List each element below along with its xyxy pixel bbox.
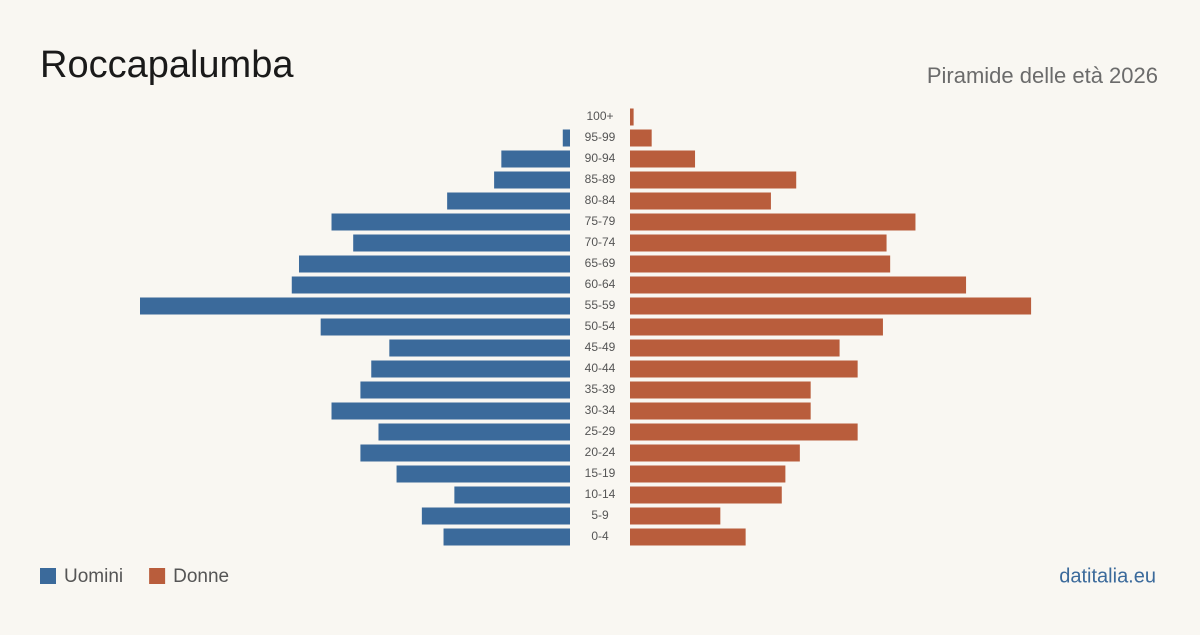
- male-bar: [378, 423, 570, 441]
- age-label: 95-99: [585, 130, 616, 144]
- age-label: 90-94: [585, 151, 616, 165]
- male-bar: [298, 255, 570, 273]
- female-bar: [630, 381, 811, 399]
- male-bar: [353, 234, 570, 252]
- age-label: 75-79: [585, 214, 616, 228]
- age-label: 70-74: [585, 235, 616, 249]
- female-bar: [630, 276, 967, 294]
- age-label: 80-84: [585, 193, 616, 207]
- male-bar: [454, 486, 570, 504]
- female-bar: [630, 192, 771, 210]
- age-label: 10-14: [585, 487, 616, 501]
- male-bar: [140, 297, 570, 315]
- male-bar: [360, 381, 570, 399]
- female-bar: [630, 171, 797, 189]
- legend: Uomini Donne: [40, 566, 229, 587]
- age-label: 35-39: [585, 382, 616, 396]
- chart-title: Roccapalumba: [40, 44, 294, 86]
- age-label: 65-69: [585, 256, 616, 270]
- source: datitalia.eu: [1059, 565, 1156, 587]
- age-label: 40-44: [585, 361, 616, 375]
- male-bar: [443, 528, 570, 546]
- age-label: 55-59: [585, 298, 616, 312]
- age-label: 15-19: [585, 466, 616, 480]
- age-label: 20-24: [585, 445, 616, 459]
- legend-label: Donne: [173, 566, 229, 587]
- age-label: 85-89: [585, 172, 616, 186]
- female-bar: [630, 507, 721, 525]
- female-bar: [630, 318, 883, 336]
- male-bar: [562, 129, 570, 147]
- age-label: 5-9: [591, 508, 609, 522]
- age-label: 25-29: [585, 424, 616, 438]
- female-bar: [630, 423, 858, 441]
- legend-label: Uomini: [64, 566, 123, 587]
- legend-swatch: [40, 568, 56, 584]
- female-bar: [630, 465, 786, 483]
- male-bar: [501, 150, 570, 168]
- female-bar: [630, 213, 916, 231]
- female-bar: [630, 108, 634, 126]
- male-bar: [331, 402, 570, 420]
- male-bar: [360, 444, 570, 462]
- female-bar: [630, 255, 891, 273]
- male-bar: [389, 339, 570, 357]
- legend-swatch: [149, 568, 166, 584]
- male-bar: [371, 360, 570, 378]
- age-label: 100+: [586, 109, 613, 123]
- male-bar: [331, 213, 570, 231]
- male-bar: [291, 276, 570, 294]
- male-bar: [396, 465, 570, 483]
- chart-subtitle: Piramide delle età 2026: [927, 63, 1158, 88]
- female-bar: [630, 339, 840, 357]
- plot: 100+ 95-99 90-94 85-89 80-84 75-79 70-74 65-69 6…: [140, 108, 1032, 546]
- male-bar: [447, 192, 570, 210]
- male-bar: [421, 507, 570, 525]
- female-bar: [630, 402, 811, 420]
- age-label: 50-54: [585, 319, 616, 333]
- age-label: 0-4: [591, 529, 609, 543]
- female-bar: [630, 444, 800, 462]
- female-bar: [630, 234, 887, 252]
- male-bar: [494, 171, 570, 189]
- age-label: 45-49: [585, 340, 616, 354]
- female-bar: [630, 297, 1032, 315]
- age-label: 30-34: [585, 403, 616, 417]
- female-bar: [630, 528, 746, 546]
- female-bar: [630, 360, 858, 378]
- female-bar: [630, 486, 782, 504]
- age-label: 60-64: [585, 277, 616, 291]
- female-bar: [630, 129, 652, 147]
- male-bar: [320, 318, 570, 336]
- female-bar: [630, 150, 696, 168]
